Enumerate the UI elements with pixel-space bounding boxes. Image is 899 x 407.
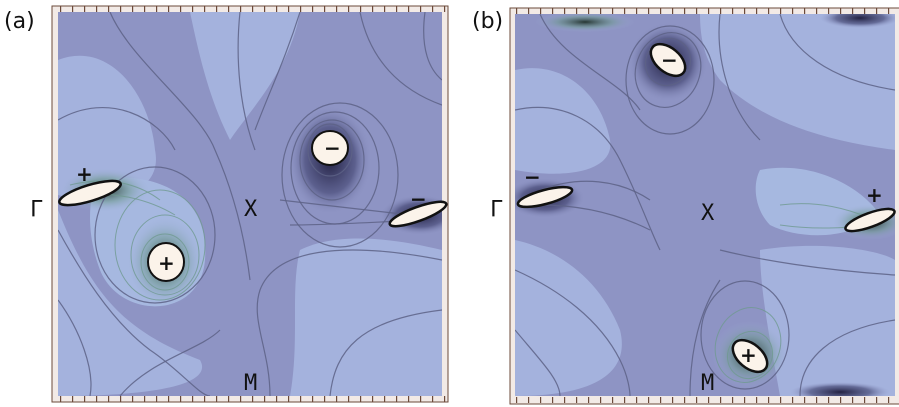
m-label-b: M [701,371,714,396]
singularity-minus-ellipse [649,42,687,78]
sign-label: − [524,165,541,189]
sign-label: + [76,162,93,186]
light-region [58,55,156,200]
m-label-a: M [244,371,257,396]
singularity-minus-ellipse [516,185,574,209]
light-region [760,245,895,396]
light-region [700,14,895,150]
dark-glow [790,382,890,396]
gamma-label-b: Γ [490,197,503,222]
singularity-minus-circle [311,130,349,166]
singularity-plus-circle [147,242,185,282]
panel-b-label: (b) [472,9,503,34]
sign-label: − [324,136,341,160]
singularity-minus-ellipse [388,200,448,228]
panel-a: + + − − (a) Γ X M [4,5,449,403]
x-label-b: X [701,201,715,226]
x-label-a: X [244,197,258,222]
green-glow [535,14,635,32]
singularity-plus-ellipse [58,179,122,207]
sign-label: + [866,183,883,207]
light-region [290,238,442,396]
gamma-label-a: Γ [30,197,43,222]
light-region [515,68,611,174]
panel-b: − − + + (b) Γ X M [472,7,899,405]
sign-label: + [158,251,175,275]
light-region [515,240,622,396]
dark-glow [820,14,895,28]
singularity-plus-ellipse [731,338,769,374]
sign-label: + [740,343,757,367]
light-region [58,210,203,396]
sign-label: − [410,187,427,211]
panel-a-label: (a) [4,9,35,34]
singularity-plus-ellipse [844,207,896,233]
sign-label: − [661,48,678,72]
light-region [190,12,300,140]
